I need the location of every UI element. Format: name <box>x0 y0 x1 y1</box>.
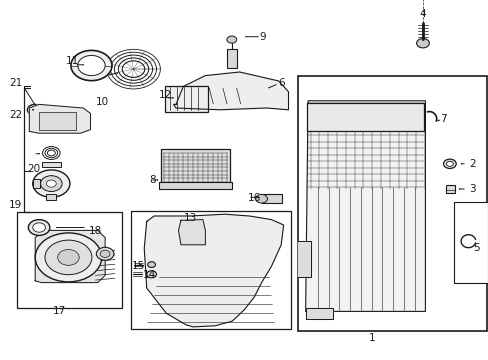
Text: 9: 9 <box>259 32 265 42</box>
Circle shape <box>33 170 70 197</box>
Text: 1: 1 <box>367 333 374 343</box>
Text: 6: 6 <box>278 78 285 88</box>
Circle shape <box>146 271 156 278</box>
Circle shape <box>45 240 92 275</box>
Bar <box>261 194 282 203</box>
Circle shape <box>100 250 110 257</box>
Bar <box>46 194 56 200</box>
Bar <box>445 185 454 193</box>
Text: 16: 16 <box>247 193 261 203</box>
Circle shape <box>31 107 39 113</box>
Bar <box>33 179 40 188</box>
Circle shape <box>35 233 102 282</box>
Bar <box>453 202 487 283</box>
Polygon shape <box>144 214 283 327</box>
Text: 22: 22 <box>9 110 22 120</box>
Bar <box>306 103 424 131</box>
Polygon shape <box>29 104 90 133</box>
Circle shape <box>226 36 236 43</box>
Text: 19: 19 <box>9 200 22 210</box>
Polygon shape <box>178 220 205 245</box>
Text: 20: 20 <box>27 164 40 174</box>
Text: 4: 4 <box>419 9 426 19</box>
Text: 7: 7 <box>439 114 446 124</box>
Circle shape <box>33 223 45 232</box>
Polygon shape <box>298 241 310 277</box>
Circle shape <box>46 180 56 187</box>
Bar <box>161 149 229 184</box>
Circle shape <box>58 249 79 265</box>
Circle shape <box>255 194 267 203</box>
Circle shape <box>443 159 455 168</box>
Text: 15: 15 <box>132 261 145 271</box>
Bar <box>298 76 486 331</box>
Circle shape <box>28 220 50 235</box>
Circle shape <box>416 39 428 48</box>
Polygon shape <box>305 101 425 311</box>
Text: 10: 10 <box>96 96 109 107</box>
Polygon shape <box>173 72 288 110</box>
Text: 12: 12 <box>159 90 172 100</box>
Text: 18: 18 <box>89 226 102 236</box>
Text: 21: 21 <box>9 78 22 88</box>
Text: 2: 2 <box>468 159 475 169</box>
Circle shape <box>147 262 155 267</box>
Text: 11: 11 <box>65 56 79 66</box>
Bar <box>41 162 61 167</box>
Bar <box>159 182 232 189</box>
Circle shape <box>446 161 452 166</box>
Circle shape <box>78 55 105 76</box>
Text: 13: 13 <box>183 213 197 223</box>
Bar <box>165 86 208 112</box>
Circle shape <box>41 176 62 192</box>
Text: 3: 3 <box>468 184 475 194</box>
Text: 8: 8 <box>149 175 156 185</box>
Text: 5: 5 <box>472 243 479 253</box>
Polygon shape <box>305 308 332 319</box>
Text: 14: 14 <box>142 270 156 280</box>
Bar <box>131 211 290 329</box>
Bar <box>226 49 236 68</box>
Polygon shape <box>35 230 105 283</box>
Bar <box>39 112 76 130</box>
Circle shape <box>96 247 114 260</box>
Circle shape <box>27 104 42 115</box>
Text: 17: 17 <box>53 306 66 316</box>
Circle shape <box>71 50 112 81</box>
Bar <box>17 212 122 308</box>
